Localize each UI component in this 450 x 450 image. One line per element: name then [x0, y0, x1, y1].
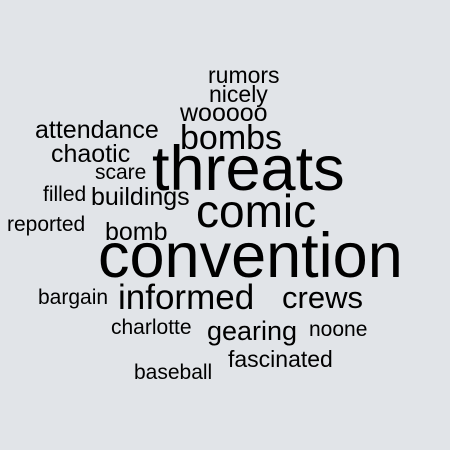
word-attendance: attendance [35, 116, 159, 144]
word-comic: comic [196, 185, 317, 237]
word-scare: scare [95, 161, 147, 184]
word-convention: convention [98, 221, 403, 291]
word-fascinated: fascinated [228, 346, 333, 372]
word-gearing: gearing [207, 316, 298, 346]
word-threats: threats [152, 134, 345, 204]
word-charlotte: charlotte [111, 316, 192, 339]
word-filled: filled [43, 183, 87, 206]
word-noone: noone [309, 318, 368, 341]
word-bomb: bomb [105, 218, 168, 246]
word-chaotic: chaotic [51, 140, 131, 168]
word-rumors: rumors [208, 62, 280, 88]
word-bombs: bombs [180, 119, 283, 157]
word-nicely: nicely [209, 81, 268, 107]
word-crews: crews [282, 280, 363, 315]
word-reported: reported [7, 213, 86, 236]
word-baseball: baseball [134, 361, 213, 384]
word-informed: informed [118, 278, 255, 317]
word-bargain: bargain [38, 286, 109, 309]
word-wooooo: wooooo [180, 99, 268, 127]
word-buildings: buildings [91, 183, 190, 211]
